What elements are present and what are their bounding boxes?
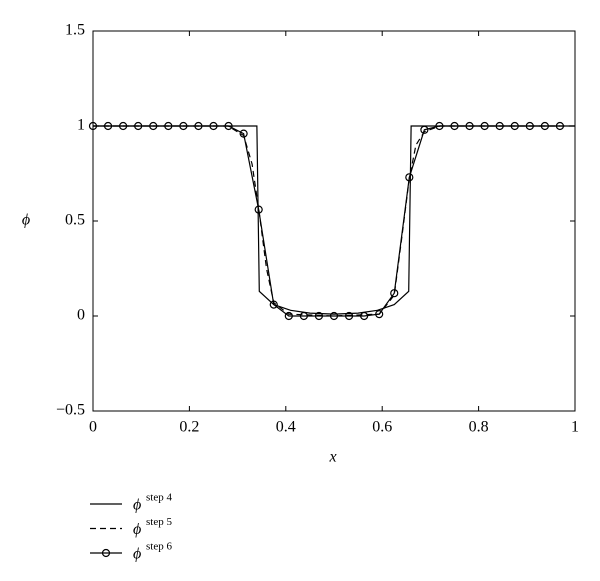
marker (284, 311, 293, 321)
marker (360, 311, 369, 321)
marker (480, 121, 489, 131)
legend-symbol: ϕ (133, 521, 141, 538)
legend-label: step 4 (146, 492, 172, 504)
marker (179, 121, 188, 131)
marker (344, 311, 354, 321)
x-tick-label: 0.8 (469, 419, 489, 436)
plot-frame (92, 30, 576, 412)
marker (224, 121, 233, 131)
marker (450, 121, 459, 131)
y-tick-label: 1.5 (65, 22, 85, 39)
x-tick-label: 0 (89, 419, 97, 436)
x-tick-label: 1 (571, 419, 579, 436)
x-axis-label: x (328, 449, 336, 466)
marker (209, 121, 218, 131)
marker (540, 121, 549, 131)
marker (420, 125, 429, 134)
marker (119, 121, 128, 131)
marker (194, 121, 203, 131)
series-line (93, 125, 575, 317)
marker (254, 205, 263, 214)
series-line (93, 125, 575, 315)
marker (88, 121, 98, 131)
marker (269, 300, 278, 309)
legend-symbol: ϕ (133, 546, 141, 563)
legend-label: step 6 (146, 541, 172, 553)
marker (149, 121, 158, 131)
x-tick-label: 0.6 (372, 419, 392, 436)
y-axis-label: ϕ (22, 212, 30, 229)
x-tick-label: 0.4 (276, 419, 296, 436)
y-tick-label: 0 (77, 307, 85, 324)
legend-label: step 5 (146, 516, 172, 528)
marker (103, 121, 113, 131)
marker (314, 311, 324, 321)
legend-marker (101, 548, 111, 558)
series-line (93, 125, 560, 317)
marker (555, 121, 565, 131)
legend-symbol: ϕ (133, 497, 141, 514)
marker (164, 121, 173, 131)
marker (299, 311, 308, 321)
x-tick-label: 0.2 (179, 419, 199, 436)
marker (465, 121, 474, 131)
marker (134, 121, 143, 131)
marker (525, 121, 534, 131)
marker (405, 173, 414, 182)
marker (435, 121, 444, 131)
marker (375, 310, 384, 319)
marker (239, 129, 248, 138)
y-tick-label: −0.5 (56, 402, 85, 419)
marker (495, 121, 504, 131)
marker (510, 121, 519, 131)
y-tick-label: 0.5 (65, 212, 85, 229)
y-tick-label: 1 (77, 117, 85, 134)
marker (390, 289, 399, 298)
marker (329, 311, 339, 321)
